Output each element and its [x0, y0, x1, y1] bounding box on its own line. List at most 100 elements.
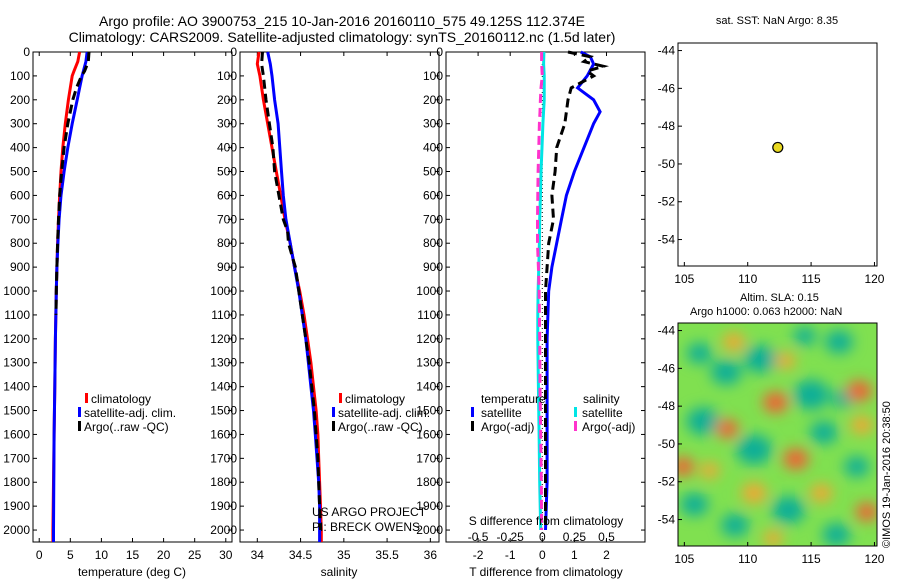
depth-tick-label: 100	[423, 69, 443, 83]
depth-tick-label: 0	[436, 45, 443, 59]
legend-swatch-sal-satellite	[574, 407, 577, 417]
depth-tick-label: 500	[423, 165, 443, 179]
project-credit: US ARGO PROJECT	[312, 505, 427, 519]
legend-swatch-temp-argo	[471, 421, 474, 431]
x-tick-label: 0	[36, 548, 43, 562]
x-tick-label: 35	[337, 548, 351, 562]
sla-anomaly-blob	[793, 327, 816, 346]
t-difference-axis-label: T difference from climatology	[469, 565, 623, 579]
sla-anomaly-blob	[686, 407, 721, 435]
sla-anomaly-blob	[735, 434, 773, 465]
depth-tick-label: 600	[217, 188, 237, 202]
legend-swatch-satellite	[78, 407, 81, 417]
depth-tick-label: 1100	[211, 308, 237, 322]
depth-tick-label: 1300	[416, 356, 443, 370]
depth-tick-label: 2000	[416, 523, 443, 537]
x-tick-label: -2	[473, 548, 484, 562]
depth-tick-label: 1800	[3, 475, 30, 489]
depth-tick-label: 400	[10, 141, 30, 155]
series-line-salinity-satellite	[536, 51, 546, 531]
legend-swatch-satellite	[332, 407, 335, 417]
depth-tick-label: 1900	[416, 499, 443, 513]
depth-tick-label: 800	[423, 236, 443, 250]
depth-tick-label: 700	[217, 212, 237, 226]
legend-label-sal-argo: Argo(-adj)	[582, 420, 635, 434]
depth-tick-label: 700	[423, 212, 443, 226]
legend-swatch-argo	[332, 421, 335, 431]
sla-heatmap	[678, 323, 877, 546]
map-y-tick-label: -46	[658, 361, 676, 375]
depth-tick-label: 1700	[3, 451, 30, 465]
sla-anomaly-blob	[716, 419, 739, 438]
imos-watermark: ©IMOS 19-Jan-2016 20:38:50	[881, 401, 893, 548]
depth-tick-label: 1300	[210, 356, 237, 370]
legend-label-temp-argo: Argo(-adj)	[481, 420, 534, 434]
legend-label-satellite: satellite-adj. clim.	[338, 406, 430, 420]
depth-tick-label: 600	[10, 188, 30, 202]
sla-anomaly-blob	[741, 482, 767, 504]
map-y-tick-label: -50	[658, 437, 676, 451]
depth-tick-label: 1500	[210, 404, 237, 418]
argo-location-marker	[772, 141, 784, 154]
sla-anomaly-blob	[844, 456, 870, 477]
depth-tick-label: 300	[10, 117, 30, 131]
x-tick-label: 34.5	[289, 548, 313, 562]
depth-tick-label: 1600	[210, 427, 237, 441]
series-line-argo-raw-qc-	[260, 51, 322, 531]
legend-label-temp-satellite: satellite	[481, 406, 522, 420]
depth-tick-label: 1300	[3, 356, 30, 370]
s-difference-label: S difference from climatology	[469, 514, 624, 528]
depth-tick-label: 200	[10, 93, 30, 107]
legend-swatch-temp-satellite	[471, 407, 474, 417]
map-y-tick-label: -54	[658, 233, 676, 247]
map-y-tick-label: -52	[658, 475, 676, 489]
depth-tick-label: 400	[217, 141, 237, 155]
legend-label-argo: Argo(..raw -QC)	[338, 420, 423, 434]
depth-tick-label: 300	[423, 117, 443, 131]
sla-anomaly-blob	[678, 457, 695, 476]
sla-anomaly-blob	[710, 359, 742, 385]
legend-label-sal-satellite: satellite	[582, 406, 623, 420]
depth-tick-label: 400	[423, 141, 443, 155]
map-y-tick-label: -54	[658, 513, 676, 527]
sla-anomaly-blob	[846, 380, 872, 402]
salinity-legend: climatology satellite-adj. clim. Argo(..…	[312, 392, 430, 534]
depth-tick-label: 100	[217, 69, 237, 83]
sla-map-title-2: Argo h1000: 0.063 h2000: NaN	[690, 306, 842, 318]
depth-tick-label: 900	[217, 260, 237, 274]
x-tick-label: 20	[157, 548, 171, 562]
depth-tick-label: 900	[10, 260, 30, 274]
depth-tick-label: 200	[423, 93, 443, 107]
depth-tick-label: 1200	[210, 332, 237, 346]
sst-map-title: sat. SST: NaN Argo: 8.35	[716, 15, 838, 27]
depth-tick-label: 100	[10, 69, 30, 83]
legend-label-climatology: climatology	[345, 392, 405, 406]
legend-title-salinity: salinity	[583, 392, 620, 406]
depth-tick-label: 200	[217, 93, 237, 107]
sla-anomaly-blob	[771, 496, 806, 524]
x-tick-label: 35.5	[375, 548, 399, 562]
depth-tick-label: 900	[423, 260, 443, 274]
map-y-tick-label: -52	[658, 195, 676, 209]
sla-anomaly-blob	[763, 530, 783, 546]
series-line-temperature-argo-adj-	[544, 50, 610, 530]
map-x-tick-label: 110	[738, 272, 757, 286]
x-tick-label: 25	[188, 548, 202, 562]
x-tick-label: 34	[251, 548, 265, 562]
temperature-legend: climatology satellite-adj. clim. Argo(..…	[78, 392, 176, 434]
sla-anomaly-blob	[809, 421, 838, 445]
sla-anomaly-blob	[686, 342, 713, 364]
depth-tick-label: 1400	[3, 380, 30, 394]
salinity-axis-label: salinity	[321, 565, 358, 579]
legend-swatch-climatology	[85, 393, 88, 403]
sla-anomaly-blob	[850, 415, 873, 435]
depth-tick-label: 1400	[416, 380, 443, 394]
depth-tick-label: 1000	[416, 284, 443, 298]
header-line-1: Argo profile: AO 3900753_215 10-Jan-2016…	[99, 13, 585, 29]
depth-tick-label: 0	[230, 45, 237, 59]
depth-tick-label: 500	[217, 165, 237, 179]
x-tick-label: 0	[539, 548, 546, 562]
sla-anomaly-blob	[855, 502, 877, 522]
depth-tick-label: 2000	[3, 523, 30, 537]
s-diff-tick-label: -0.5	[468, 530, 489, 544]
